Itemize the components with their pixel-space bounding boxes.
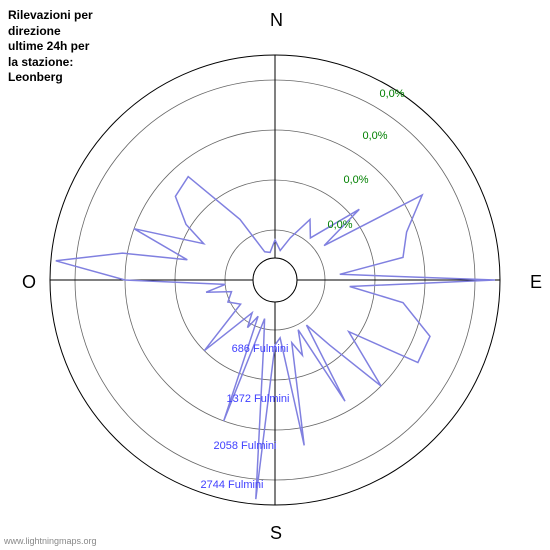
radial-label-1: 1372 Fulmini xyxy=(227,393,290,405)
ring-label-3: 0,0% xyxy=(379,88,404,100)
cardinal-E: E xyxy=(530,272,542,293)
cardinal-O: O xyxy=(22,272,36,293)
polar-chart xyxy=(0,0,550,550)
radial-label-3: 2744 Fulmini xyxy=(201,479,264,491)
radial-label-0: 686 Fulmini xyxy=(232,343,289,355)
ring-label-0: 0,0% xyxy=(327,219,352,231)
ring-label-1: 0,0% xyxy=(343,174,368,186)
radial-label-2: 2058 Fulmini xyxy=(214,440,277,452)
cardinal-N: N xyxy=(270,10,283,31)
ring-label-2: 0,0% xyxy=(362,130,387,142)
cardinal-S: S xyxy=(270,523,282,544)
